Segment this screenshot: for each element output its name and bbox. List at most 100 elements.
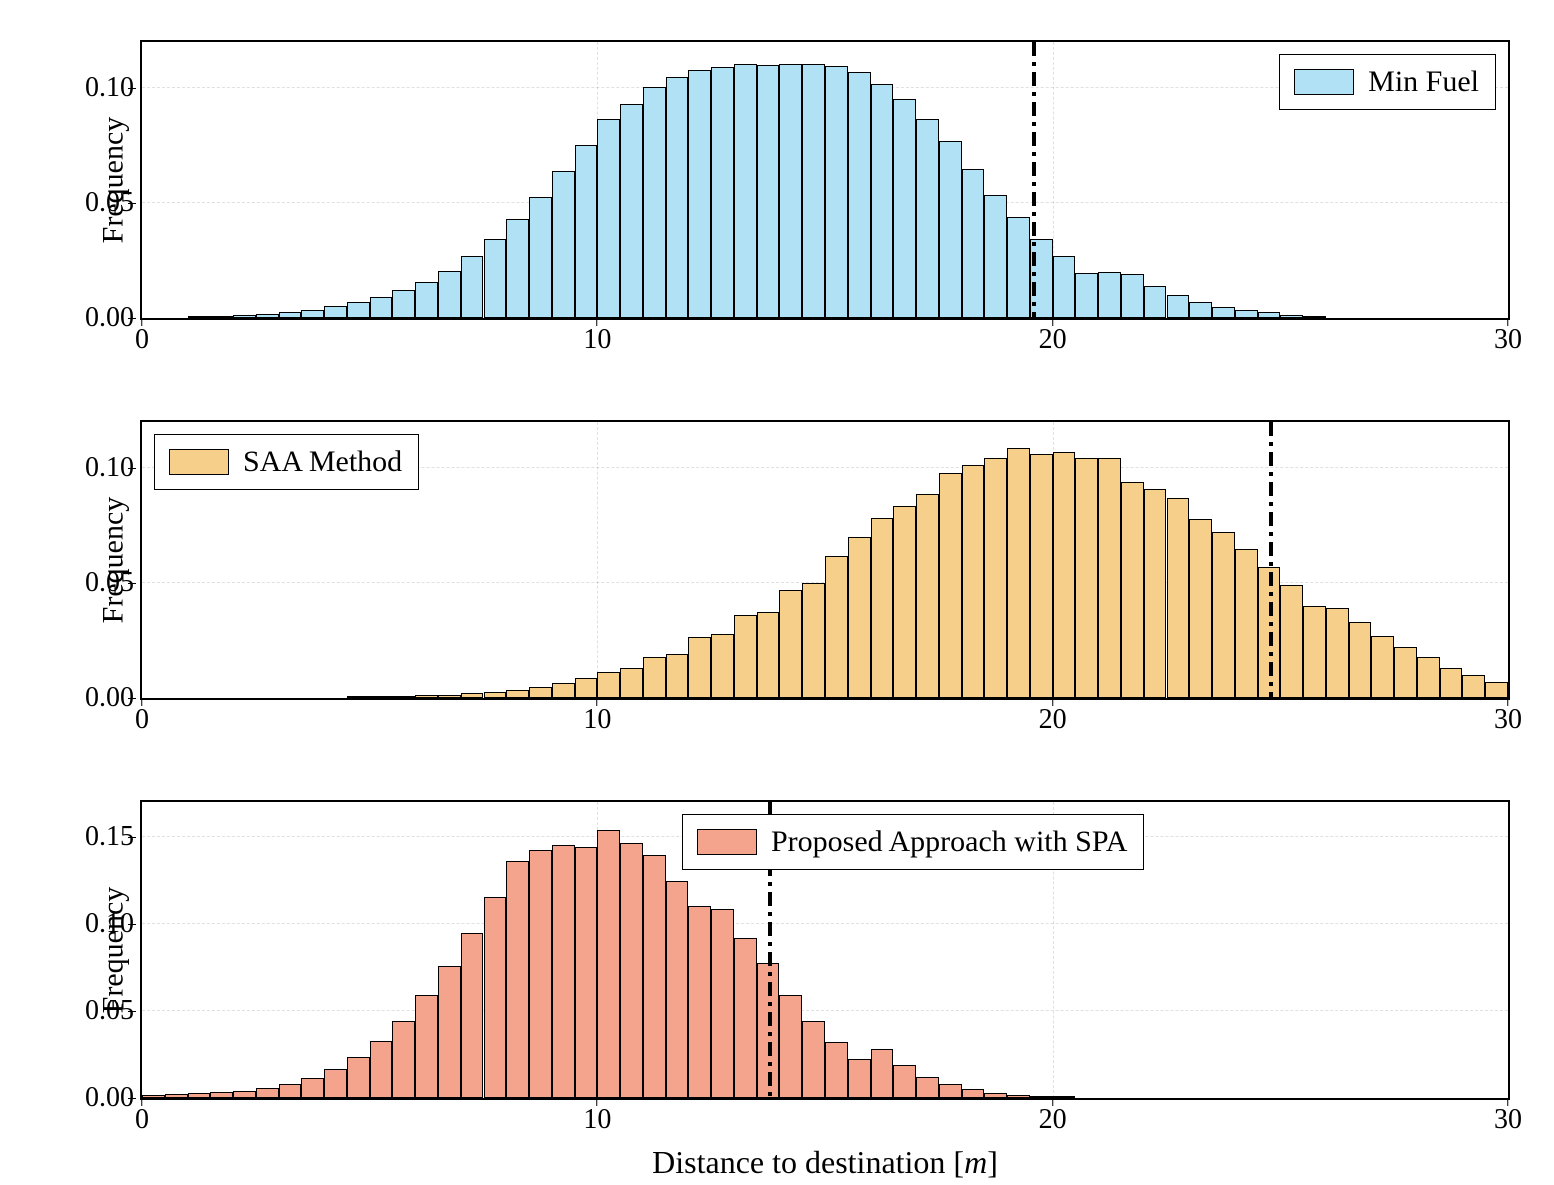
- histogram-bar: [1440, 668, 1463, 698]
- histogram-bar: [711, 634, 734, 698]
- histogram-bar: [415, 995, 438, 1098]
- histogram-bar: [1394, 647, 1417, 698]
- histogram-bar: [392, 696, 415, 698]
- xtick-mark: [597, 1098, 598, 1106]
- ytick-mark: [128, 468, 136, 469]
- histogram-bar: [779, 64, 802, 318]
- histogram-bar: [347, 302, 370, 318]
- histogram-bar: [301, 1078, 324, 1098]
- xtick-mark: [1507, 318, 1508, 326]
- ytick-label: 0.00: [64, 1082, 134, 1114]
- histogram-bar: [620, 104, 643, 318]
- histogram-bar: [301, 310, 324, 319]
- histogram-bar: [552, 683, 575, 698]
- histogram-bar: [506, 690, 529, 699]
- histogram-bar: [962, 1089, 985, 1098]
- histogram-bar: [734, 938, 757, 1098]
- histogram-bar: [916, 1077, 939, 1098]
- histogram-bar: [597, 830, 620, 1098]
- xtick-label: 30: [1494, 1104, 1522, 1136]
- ytick-mark: [128, 837, 136, 838]
- histogram-bar: [1053, 452, 1076, 698]
- legend-saa: SAA Method: [154, 434, 419, 490]
- histogram-bar: [575, 145, 598, 318]
- histogram-bar: [438, 271, 461, 318]
- histogram-bar: [893, 1065, 916, 1098]
- gridline-vertical: [597, 422, 598, 698]
- histogram-bar: [461, 933, 484, 1098]
- histogram-bar: [461, 693, 484, 698]
- ytick-mark: [128, 318, 136, 319]
- histogram-bar: [233, 315, 256, 318]
- histogram-bar: [1349, 622, 1372, 698]
- histogram-bar: [392, 1021, 415, 1098]
- histogram-bar: [1121, 482, 1144, 698]
- xtick-mark: [141, 698, 142, 706]
- histogram-bar: [1030, 1096, 1053, 1098]
- ytick-label: 0.15: [64, 821, 134, 853]
- ytick-label: 0.00: [64, 302, 134, 334]
- histogram-bar: [1053, 1096, 1076, 1098]
- histogram-bar: [1258, 312, 1281, 318]
- histogram-bar: [1121, 274, 1144, 318]
- histogram-bar: [484, 692, 507, 698]
- histogram-bar: [688, 906, 711, 1098]
- xtick-label: 10: [583, 1104, 611, 1136]
- histogram-bar: [438, 966, 461, 1098]
- histogram-bar: [324, 1069, 347, 1098]
- histogram-bar: [871, 518, 894, 698]
- histogram-bar: [279, 1084, 302, 1098]
- histogram-bar: [552, 171, 575, 318]
- histogram-bar: [643, 657, 666, 698]
- histogram-bar: [984, 195, 1007, 319]
- histogram-bar: [643, 87, 666, 318]
- histogram-bar: [484, 897, 507, 1098]
- histogram-bar: [506, 861, 529, 1098]
- ytick-mark: [128, 1098, 136, 1099]
- histogram-bar: [1417, 657, 1440, 698]
- histogram-bar: [802, 1021, 825, 1098]
- histogram-bar: [1144, 286, 1167, 318]
- histogram-bar: [165, 1094, 188, 1098]
- histogram-bar: [711, 67, 734, 318]
- histogram-bar: [779, 590, 802, 698]
- histogram-bar: [825, 1042, 848, 1098]
- histogram-bar: [1007, 1095, 1030, 1098]
- histogram-bar: [939, 473, 962, 698]
- xtick-mark: [1507, 1098, 1508, 1106]
- histogram-bar: [688, 70, 711, 318]
- xtick-label: 0: [135, 324, 149, 356]
- histogram-figure: 0.000.050.100102030FrequencyMin Fuel0.00…: [20, 20, 1534, 1165]
- y-axis-label: Frequency: [96, 117, 130, 244]
- histogram-bar: [939, 141, 962, 318]
- histogram-bar: [802, 583, 825, 698]
- histogram-bar: [188, 316, 211, 318]
- gridline-horizontal: [142, 923, 1508, 924]
- histogram-bar: [734, 615, 757, 698]
- histogram-bar: [1235, 310, 1258, 318]
- histogram-bar: [962, 169, 985, 318]
- x-axis-label: Distance to destination [m]: [652, 1144, 998, 1181]
- histogram-panel-saa: 0.000.050.100102030FrequencySAA Method: [140, 420, 1510, 700]
- histogram-bar: [984, 458, 1007, 698]
- histogram-bar: [825, 66, 848, 318]
- xtick-mark: [1052, 1098, 1053, 1106]
- histogram-bar: [347, 696, 370, 698]
- histogram-bar: [1485, 682, 1508, 698]
- xtick-label: 10: [583, 324, 611, 356]
- y-axis-label: Frequency: [96, 887, 130, 1014]
- histogram-bar: [188, 1093, 211, 1098]
- legend-swatch: [1294, 69, 1354, 95]
- histogram-bar: [1303, 606, 1326, 698]
- histogram-bar: [1280, 315, 1303, 318]
- histogram-bar: [1303, 316, 1326, 318]
- histogram-bar: [506, 219, 529, 318]
- histogram-bar: [757, 612, 780, 698]
- xtick-label: 0: [135, 704, 149, 736]
- histogram-bar: [324, 306, 347, 318]
- histogram-bar: [939, 1084, 962, 1098]
- histogram-bar: [1189, 302, 1212, 318]
- histogram-bar: [370, 297, 393, 318]
- histogram-bar: [392, 290, 415, 318]
- legend-label: Proposed Approach with SPA: [771, 825, 1127, 859]
